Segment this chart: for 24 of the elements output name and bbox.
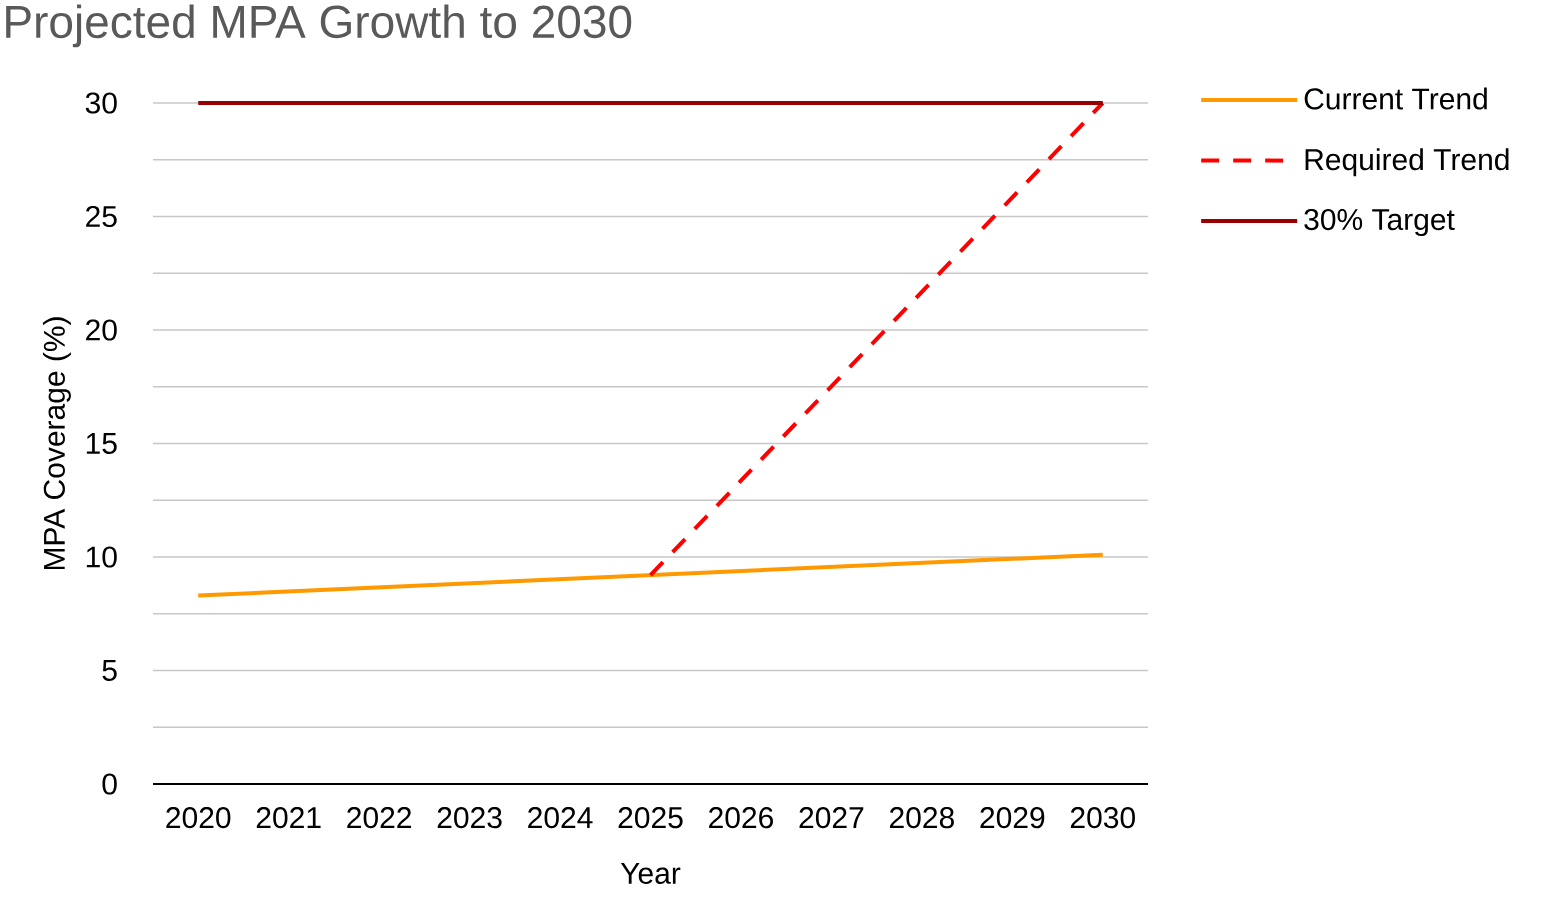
y-tick-label: 30 — [85, 92, 117, 114]
legend-label: 30% Target — [1304, 208, 1455, 237]
y-tick-label: 25 — [86, 205, 117, 228]
y-tick-label: 20 — [86, 319, 117, 341]
x-tick-label: 2027 — [799, 807, 864, 829]
x-tick-label: 2029 — [980, 807, 1045, 829]
y-tick-label: 0 — [102, 773, 117, 795]
y-tick-label: 10 — [86, 546, 117, 568]
y-axis-title: MPA Coverage (%) — [42, 317, 71, 570]
x-tick-label: 2023 — [437, 807, 502, 829]
legend-label: Required Trend — [1305, 148, 1509, 177]
y-tick-label: 15 — [86, 433, 117, 454]
x-tick-label: 2030 — [1070, 807, 1135, 829]
x-tick-label: 2026 — [709, 807, 774, 829]
x-tick-label: 2020 — [166, 807, 231, 829]
x-tick-label: 2022 — [347, 807, 411, 829]
legend-label: Current Trend — [1304, 87, 1487, 110]
x-tick-label: 2024 — [528, 807, 593, 829]
x-tick-label: 2025 — [618, 807, 683, 829]
chart-title: Projected MPA Growth to 2030 — [6, 4, 632, 48]
x-tick-label: 2021 — [256, 807, 321, 829]
x-axis-title: Year — [620, 863, 681, 884]
x-tick-label: 2028 — [890, 807, 954, 829]
y-tick-label: 5 — [102, 660, 117, 681]
